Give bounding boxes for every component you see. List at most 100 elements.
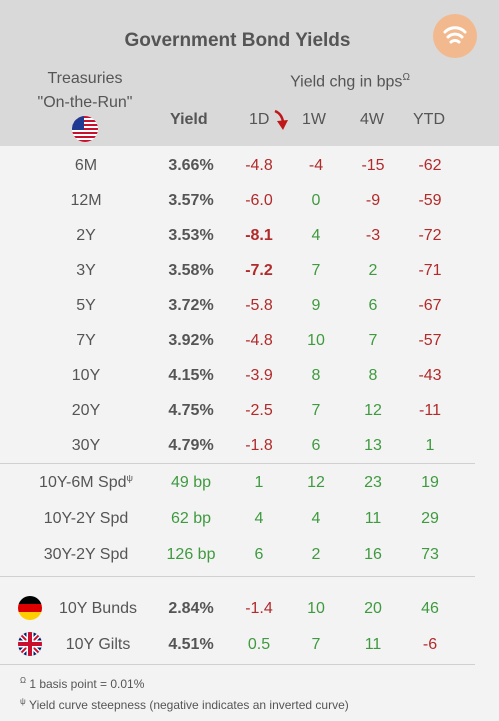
chg-1d: 4 (254, 510, 264, 527)
chg-1d: 6 (254, 546, 264, 563)
yield-value: 3.72% (168, 297, 214, 314)
chg-4w: 16 (364, 546, 382, 563)
chg-4w: -9 (365, 192, 381, 209)
yield-value: 4.51% (168, 636, 214, 653)
psi-sup: ψ (126, 473, 133, 483)
treasury-row: 20Y 4.75% -2.5 7 12 -11 (0, 393, 499, 428)
omega-sup: Ω (20, 676, 26, 685)
chg-1d: -7.2 (245, 262, 273, 279)
chg-1d: 1 (254, 474, 264, 491)
treasury-row: 7Y 3.92% -4.8 10 7 -57 (0, 323, 499, 358)
chg-4w: 23 (364, 474, 382, 491)
chg-1w: 12 (307, 474, 325, 491)
chg-1d: -5.8 (245, 297, 273, 314)
row-label: 10Y-6M Spdψ (39, 473, 133, 491)
chg-4w: 11 (364, 510, 382, 527)
us-flag-icon (72, 116, 98, 142)
footnote-psi-text: Yield curve steepness (negative indicate… (25, 698, 349, 712)
treasury-row: 30Y 4.79% -1.8 6 13 1 (0, 428, 499, 463)
spread-row: 10Y-6M Spdψ 49 bp 1 12 23 19 (0, 465, 499, 500)
divider (0, 463, 475, 464)
chg-ytd: 73 (421, 546, 439, 563)
treasury-row: 12M 3.57% -6.0 0 -9 -59 (0, 183, 499, 218)
yield-value: 126 bp (166, 546, 216, 563)
chg-ytd: -72 (418, 227, 442, 244)
treasury-row: 10Y 4.15% -3.9 8 8 -43 (0, 358, 499, 393)
yield-value: 3.53% (168, 227, 214, 244)
yield-value: 3.57% (168, 192, 214, 209)
treasury-row: 5Y 3.72% -5.8 9 6 -67 (0, 288, 499, 323)
row-label: 30Y (71, 437, 101, 454)
chg-4w: 12 (364, 402, 382, 419)
row-label: 3Y (76, 262, 96, 279)
chg-ytd: -11 (419, 402, 441, 419)
chg-4w: -15 (361, 157, 385, 174)
chg-1d: -6.0 (245, 192, 273, 209)
chg-1w: 7 (311, 262, 321, 279)
treasuries-title: Treasuries (47, 70, 123, 87)
yield-value: 3.66% (168, 157, 214, 174)
uk-flag-icon (18, 632, 42, 656)
chg-1w: 8 (311, 367, 321, 384)
chg-ytd: -67 (418, 297, 442, 314)
yield-value: 4.79% (168, 437, 214, 454)
row-label: 30Y-2Y Spd (43, 546, 129, 563)
spread-row: 10Y-2Y Spd 62 bp 4 4 11 29 (0, 501, 499, 536)
yield-value: 4.75% (168, 402, 214, 419)
treasury-row: 3Y 3.58% -7.2 7 2 -71 (0, 253, 499, 288)
yield-value: 62 bp (170, 510, 212, 527)
treasury-row: 2Y 3.53% -8.1 4 -3 -72 (0, 218, 499, 253)
col-4w: 4W (360, 111, 384, 128)
row-label: 6M (74, 157, 98, 174)
chg-1d: -1.4 (245, 600, 273, 617)
treasuries-label: Treasuries "On-the-Run" (20, 67, 150, 115)
chg-1d: -4.8 (245, 332, 273, 349)
foreign-row: 10Y Bunds 2.84% -1.4 10 20 46 (0, 591, 499, 626)
treasury-row: 6M 3.66% -4.8 -4 -15 -62 (0, 148, 499, 183)
chg-1w: 6 (311, 437, 321, 454)
chg-4w: -3 (365, 227, 381, 244)
chg-4w: 7 (368, 332, 378, 349)
row-label: 10Y Bunds (59, 600, 137, 617)
yield-change-title: Yield chg in bpsΩ (260, 72, 440, 91)
chg-1d: -1.8 (245, 437, 273, 454)
page-title: Government Bond Yields (124, 30, 351, 51)
col-yield: Yield (170, 111, 208, 128)
yield-value: 49 bp (170, 474, 212, 491)
chg-1d: -8.1 (245, 227, 273, 244)
chg-1w: 4 (311, 227, 321, 244)
chg-ytd: 29 (421, 510, 439, 527)
germany-flag-icon (18, 596, 42, 620)
yield-value: 3.58% (168, 262, 214, 279)
chg-1w: 4 (311, 510, 321, 527)
row-label: 5Y (76, 297, 96, 314)
signal-logo-icon (433, 14, 477, 58)
row-label: 2Y (76, 227, 96, 244)
omega-sup: Ω (402, 72, 410, 83)
chg-1d: -2.5 (245, 402, 273, 419)
footnote-psi: ψ Yield curve steepness (negative indica… (20, 697, 349, 712)
yield-value: 3.92% (168, 332, 214, 349)
chg-ytd: -57 (418, 332, 442, 349)
chg-1w: 9 (311, 297, 321, 314)
down-arrow-icon (272, 108, 290, 139)
footnote-omega: Ω 1 basis point = 0.01% (20, 676, 144, 691)
chg-1w: 10 (307, 332, 325, 349)
chg-1w: 2 (311, 546, 321, 563)
chg-ytd: -59 (418, 192, 442, 209)
chg-1w: 10 (307, 600, 325, 617)
col-ytd: YTD (413, 111, 445, 128)
chg-1w: 0 (311, 192, 321, 209)
chg-ytd: 19 (421, 474, 439, 491)
chg-4w: 6 (368, 297, 378, 314)
row-label: 20Y (71, 402, 101, 419)
chg-4w: 8 (368, 367, 378, 384)
chg-ytd: -62 (418, 157, 442, 174)
chg-ytd: 1 (425, 437, 435, 454)
psi-sup: ψ (20, 697, 26, 706)
chg-4w: 11 (364, 636, 382, 653)
spread-row: 30Y-2Y Spd 126 bp 6 2 16 73 (0, 537, 499, 572)
yield-value: 2.84% (168, 600, 214, 617)
yield-value: 4.15% (168, 367, 214, 384)
chg-1d: -4.8 (245, 157, 273, 174)
